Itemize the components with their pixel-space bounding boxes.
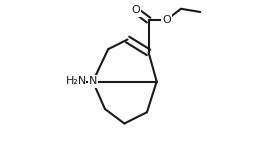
Text: O: O bbox=[162, 15, 171, 25]
Text: N: N bbox=[89, 76, 97, 87]
Text: O: O bbox=[131, 5, 140, 15]
Text: H₂N: H₂N bbox=[66, 76, 87, 87]
